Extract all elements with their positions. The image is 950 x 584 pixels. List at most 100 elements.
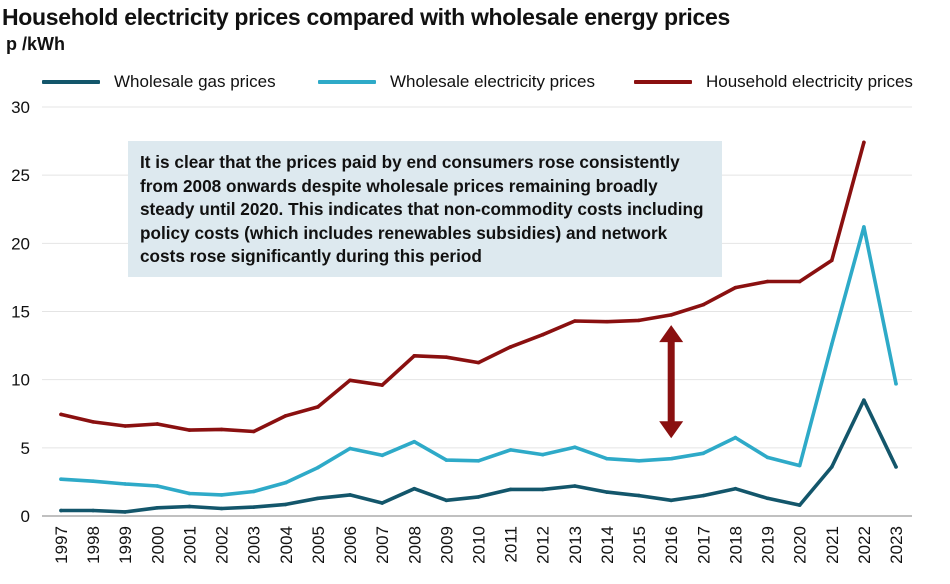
x-tick-label: 2014 (598, 526, 617, 564)
data-point (444, 458, 449, 462)
data-point (862, 398, 866, 402)
data-point (540, 332, 545, 337)
data-point (251, 489, 256, 494)
x-tick-label: 1999 (116, 526, 135, 564)
x-tick-label: 2011 (502, 526, 521, 563)
data-point (637, 493, 641, 498)
x-tick-label: 2016 (662, 526, 681, 564)
data-point (444, 498, 449, 503)
data-point (123, 482, 128, 486)
data-point (540, 452, 545, 457)
chart-title: Household electricity prices compared wi… (2, 4, 730, 30)
y-tick-label: 10 (11, 371, 30, 390)
data-point (316, 496, 320, 501)
data-point (187, 504, 192, 509)
x-tick-label: 2005 (309, 526, 328, 564)
data-point (91, 508, 95, 513)
x-tick-label: 2021 (823, 526, 842, 564)
data-point (123, 510, 128, 514)
x-tick-label: 2010 (470, 526, 489, 564)
x-tick-label: 2009 (437, 526, 456, 564)
data-point (508, 487, 513, 492)
x-tick-label: 2008 (405, 526, 424, 564)
data-point (573, 484, 577, 488)
data-point (669, 498, 673, 503)
data-point (219, 506, 224, 511)
legend-label-household: Household electricity prices (706, 72, 913, 91)
data-point (59, 477, 63, 481)
data-point (476, 458, 481, 463)
data-point (155, 484, 160, 488)
y-axis-unit-label: p /kWh (6, 34, 65, 54)
data-point (862, 140, 866, 145)
data-point (829, 258, 834, 263)
y-tick-label: 0 (21, 507, 30, 526)
x-tick-label: 2020 (791, 526, 810, 564)
x-tick-label: 2004 (277, 526, 296, 564)
data-point (155, 422, 160, 426)
data-point (380, 383, 384, 387)
data-point (765, 279, 770, 284)
data-point (733, 285, 738, 290)
legend-label-gas: Wholesale gas prices (114, 72, 276, 91)
data-point (797, 503, 802, 507)
data-point (251, 505, 256, 509)
data-point (701, 451, 706, 456)
legend-swatch-household (634, 80, 692, 84)
data-point (284, 413, 288, 418)
data-point (284, 480, 288, 485)
data-point (797, 463, 802, 468)
data-point (316, 465, 320, 470)
x-tick-label: 2023 (887, 526, 906, 564)
data-point (219, 493, 224, 497)
x-tick-label: 2013 (566, 526, 585, 564)
legend-item-electricity: Wholesale electricity prices (318, 72, 595, 92)
data-point (412, 486, 417, 491)
data-point (476, 495, 481, 499)
data-point (733, 435, 738, 440)
x-tick-label: 2018 (726, 526, 745, 564)
x-tick-label: 2015 (630, 526, 649, 564)
x-tick-label: 2002 (213, 526, 232, 564)
data-point (187, 428, 192, 432)
x-tick-label: 2003 (245, 526, 264, 564)
data-point (91, 479, 95, 484)
x-tick-label: 2019 (759, 526, 778, 564)
data-point (412, 354, 417, 358)
arrow-head-down (659, 421, 684, 439)
data-point (476, 360, 481, 365)
data-point (508, 345, 513, 349)
data-point (187, 491, 192, 496)
data-point (862, 225, 866, 229)
y-tick-label: 15 (11, 303, 30, 322)
data-point (251, 429, 256, 434)
y-tick-label: 20 (11, 234, 30, 253)
data-point (829, 465, 834, 469)
legend-swatch-electricity (318, 80, 376, 84)
x-tick-label: 2007 (373, 526, 392, 564)
data-point (284, 502, 288, 507)
series-line-2 (59, 140, 866, 434)
data-point (59, 508, 63, 513)
arrow-head-up (659, 325, 684, 343)
x-tick-label: 1998 (84, 526, 103, 564)
data-point (605, 456, 609, 461)
x-tick-label: 2022 (855, 526, 874, 564)
data-point (669, 456, 673, 461)
y-tick-label: 25 (11, 166, 30, 185)
data-point (508, 448, 513, 452)
data-point (701, 493, 706, 498)
data-point (605, 490, 609, 494)
data-point (894, 381, 898, 386)
legend-swatch-gas (42, 80, 100, 84)
x-tick-label: 2000 (148, 526, 167, 564)
data-point (59, 412, 63, 417)
data-point (829, 342, 834, 347)
data-point (348, 378, 352, 383)
legend: Wholesale gas prices Wholesale electrici… (0, 72, 950, 94)
data-point (348, 493, 352, 497)
data-point (155, 506, 160, 510)
x-tick-label: 2001 (180, 526, 199, 564)
data-point (348, 446, 352, 451)
